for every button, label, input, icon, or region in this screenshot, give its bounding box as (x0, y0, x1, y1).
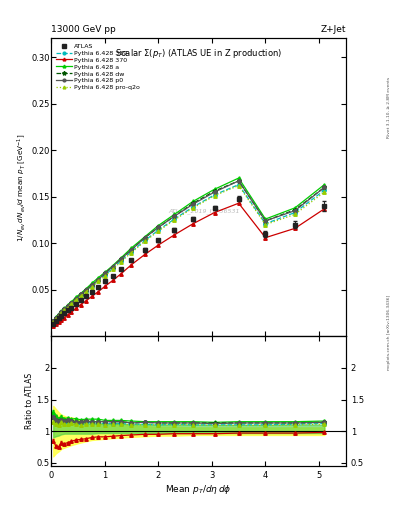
Text: Scalar $\Sigma(p_T)$ (ATLAS UE in Z production): Scalar $\Sigma(p_T)$ (ATLAS UE in Z prod… (115, 47, 282, 60)
Y-axis label: Ratio to ATLAS: Ratio to ATLAS (25, 373, 34, 429)
Y-axis label: $1/N_{ev}\,dN_{ev}/d$ mean $p_T$ [GeV$^{-1}$]: $1/N_{ev}\,dN_{ev}/d$ mean $p_T$ [GeV$^{… (16, 133, 28, 242)
Text: ATLAS_2019_I1736531: ATLAS_2019_I1736531 (169, 208, 240, 214)
Text: 13000 GeV pp: 13000 GeV pp (51, 25, 116, 34)
X-axis label: Mean $p_T/d\eta\,d\phi$: Mean $p_T/d\eta\,d\phi$ (165, 482, 232, 496)
Legend: ATLAS, Pythia 6.428 359, Pythia 6.428 370, Pythia 6.428 a, Pythia 6.428 dw, Pyth: ATLAS, Pythia 6.428 359, Pythia 6.428 37… (54, 41, 142, 92)
Text: Z+Jet: Z+Jet (320, 25, 346, 34)
Text: Rivet 3.1.10, ≥ 2.8M events: Rivet 3.1.10, ≥ 2.8M events (387, 77, 391, 138)
Text: mcplots.cern.ch [arXiv:1306.3436]: mcplots.cern.ch [arXiv:1306.3436] (387, 295, 391, 370)
